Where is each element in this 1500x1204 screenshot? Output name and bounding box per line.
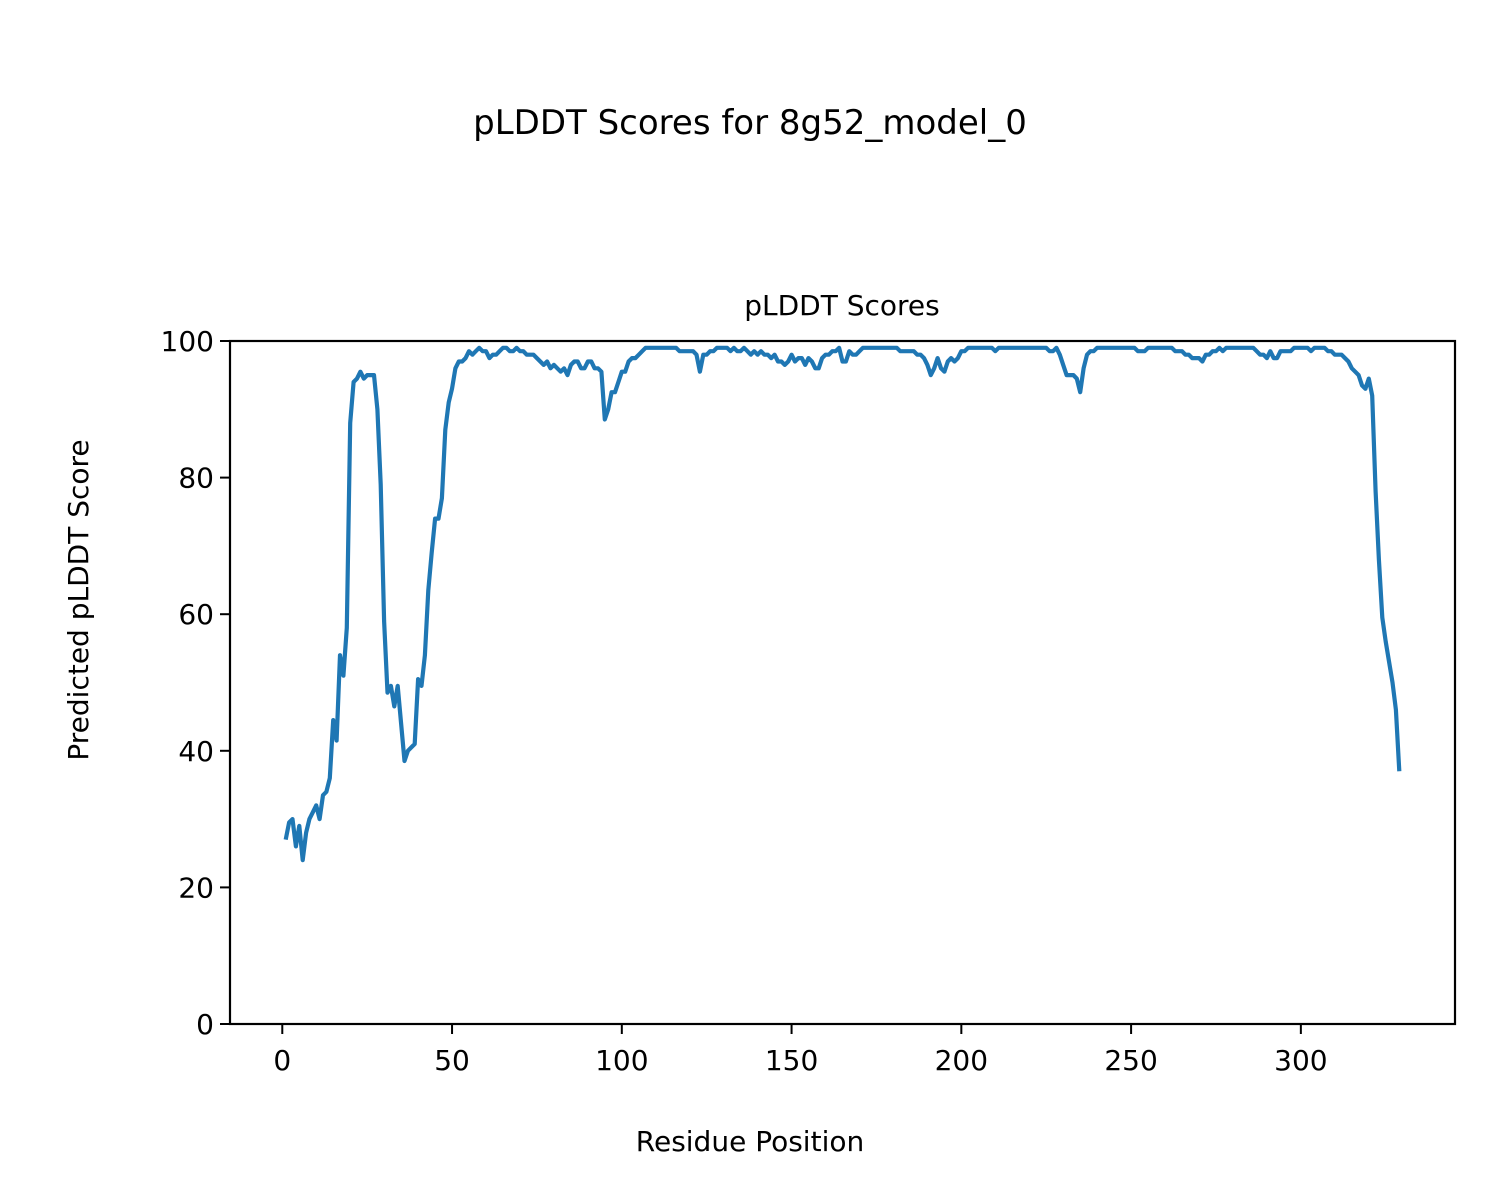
x-axis: 0 50 100 150 200 250 300 [273,1024,1328,1077]
x-tick-label: 100 [595,1044,648,1077]
axes-title: pLDDT Scores [744,289,940,322]
y-axis: 0 20 40 60 80 100 [161,325,230,1041]
y-tick-label: 0 [196,1008,214,1041]
plddt-series-line [283,345,1402,863]
y-tick-label: 20 [178,871,214,904]
x-tick-label: 250 [1104,1044,1157,1077]
y-tick-label: 60 [178,598,214,631]
x-tick-label: 300 [1274,1044,1327,1077]
x-tick-label: 150 [765,1044,818,1077]
x-tick-label: 200 [935,1044,988,1077]
x-tick-label: 50 [434,1044,470,1077]
x-tick-label: 0 [273,1044,291,1077]
y-axis-label: Predicted pLDDT Score [62,439,95,760]
y-tick-label: 80 [178,462,214,495]
x-axis-label: Residue Position [636,1125,864,1158]
y-tick-label: 100 [161,325,214,358]
plot-frame [228,339,1457,1026]
series-layer [283,345,1402,863]
y-tick-label: 40 [178,735,214,768]
figure-suptitle: pLDDT Scores for 8g52_model_0 [473,103,1027,143]
